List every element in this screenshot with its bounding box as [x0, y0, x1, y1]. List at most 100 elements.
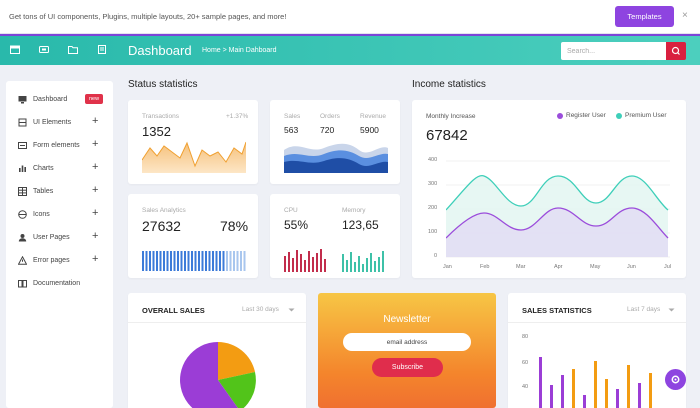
cpu-memory-card: CPU Memory 55% 123,65	[270, 194, 400, 278]
plus-icon[interactable]: +	[92, 253, 99, 265]
revenue-value: 5900	[360, 125, 379, 135]
plus-icon[interactable]: +	[92, 115, 99, 127]
sales-statistics-period[interactable]: Last 7 days	[627, 306, 661, 313]
settings-fab[interactable]	[665, 369, 686, 390]
sales-statistics-bar-chart	[539, 357, 652, 408]
sales-analytics-label: Sales Analytics	[142, 207, 186, 214]
transactions-value: 1352	[142, 124, 171, 139]
y-tick: 80	[522, 334, 529, 340]
form-icon	[18, 142, 27, 149]
sidebar-item-label: Documentation	[33, 280, 81, 287]
sales-value: 563	[284, 125, 299, 135]
y-tick: 300	[428, 181, 438, 187]
sidebar-item-error-pages[interactable]: Error pages +	[6, 252, 113, 270]
chevron-down-icon[interactable]	[288, 307, 295, 313]
overall-sales-title: OVERALL SALES	[142, 306, 205, 315]
x-tick: Jul	[664, 264, 672, 270]
sidebar-item-label: Charts	[33, 165, 54, 172]
transactions-label: Transactions	[142, 113, 179, 120]
user-icon	[18, 234, 27, 242]
sidebar: Dashboard new UI Elements + Form element…	[6, 81, 113, 408]
close-icon[interactable]: ×	[682, 10, 688, 21]
page-title: Dashboard	[128, 43, 192, 58]
legend-dot-register	[557, 113, 563, 119]
monitor-icon	[18, 96, 27, 104]
x-tick: Mar	[516, 264, 526, 270]
plus-icon[interactable]: +	[92, 138, 99, 150]
sidebar-item-tables[interactable]: Tables +	[6, 183, 113, 201]
x-tick: Apr	[554, 264, 563, 270]
transactions-card: Transactions +1.37% 1352	[128, 100, 258, 184]
templates-button[interactable]: Templates	[615, 6, 674, 27]
cpu-value: 55%	[284, 218, 309, 232]
income-line-chart	[446, 160, 670, 258]
sales-statistics-card: SALES STATISTICS Last 7 days 80 60 40	[508, 293, 686, 408]
layers-icon	[18, 118, 27, 127]
sidebar-item-label: User Pages	[33, 234, 70, 241]
x-tick: Feb	[480, 264, 490, 270]
divider	[508, 322, 686, 323]
sidebar-item-label: UI Elements	[33, 119, 72, 126]
sidebar-item-ui-elements[interactable]: UI Elements +	[6, 114, 113, 132]
overall-sales-period[interactable]: Last 30 days	[242, 306, 279, 313]
sidebar-item-label: Dashboard	[33, 96, 68, 103]
monthly-increase-label: Monthly Increase	[426, 113, 476, 120]
transactions-area-chart	[142, 141, 246, 173]
calendar-icon[interactable]	[10, 45, 20, 54]
sales-statistics-title: SALES STATISTICS	[522, 306, 592, 315]
cpu-memory-bar-chart	[284, 249, 384, 272]
transactions-change: +1.37%	[226, 113, 249, 120]
document-icon[interactable]	[97, 45, 107, 54]
plus-icon[interactable]: +	[92, 207, 99, 219]
legend-dot-premium	[616, 113, 622, 119]
plus-icon[interactable]: +	[92, 230, 99, 242]
x-tick: Jun	[627, 264, 636, 270]
y-tick: 400	[428, 157, 438, 163]
plus-icon[interactable]: +	[92, 184, 99, 196]
promo-text: Get tons of UI components, Plugins, mult…	[9, 12, 287, 21]
legend-register-user[interactable]: Register User	[566, 112, 606, 119]
newsletter-title: Newsletter	[383, 314, 431, 325]
newsletter-card: Newsletter Subscribe	[318, 293, 496, 408]
sidebar-item-user-pages[interactable]: User Pages +	[6, 229, 113, 247]
sidebar-item-label: Form elements	[33, 142, 80, 149]
breadcrumb[interactable]: Home > Main Dahboard	[202, 47, 277, 54]
sales-analytics-bar-chart	[142, 251, 246, 271]
sidebar-item-label: Error pages	[33, 257, 70, 264]
x-tick: Jan	[443, 264, 452, 270]
income-statistics-title: Income statistics	[412, 79, 486, 90]
sales-orders-card: Sales Orders Revenue 563 720 5900	[270, 100, 400, 184]
y-tick: 0	[434, 253, 438, 259]
globe-icon	[18, 210, 27, 219]
new-badge: new	[85, 94, 104, 104]
chevron-down-icon[interactable]	[668, 307, 675, 313]
sidebar-item-label: Tables	[33, 188, 54, 195]
book-icon	[18, 280, 27, 288]
plus-icon[interactable]: +	[92, 161, 99, 173]
divider	[128, 322, 306, 323]
sales-analytics-percent: 78%	[220, 218, 249, 234]
sidebar-item-dashboard[interactable]: Dashboard new	[6, 91, 113, 109]
memory-value: 123,65	[342, 218, 379, 232]
overall-sales-pie-chart	[180, 342, 256, 408]
sales-analytics-value: 27632	[142, 218, 181, 234]
sidebar-item-documentation[interactable]: Documentation	[6, 275, 113, 293]
search-button[interactable]	[666, 42, 686, 60]
search-input[interactable]	[561, 42, 666, 60]
y-tick: 200	[428, 205, 438, 211]
sales-label: Sales	[284, 113, 301, 120]
search-icon	[671, 46, 680, 55]
email-field[interactable]	[343, 333, 471, 351]
revenue-label: Revenue	[360, 113, 387, 120]
promo-bar: Get tons of UI components, Plugins, mult…	[0, 0, 700, 34]
sidebar-item-form-elements[interactable]: Form elements +	[6, 137, 113, 155]
folder-icon[interactable]	[68, 45, 78, 54]
video-icon[interactable]	[39, 45, 49, 54]
orders-label: Orders	[320, 113, 340, 120]
sidebar-item-icons[interactable]: Icons +	[6, 206, 113, 224]
sidebar-item-charts[interactable]: Charts +	[6, 160, 113, 178]
top-bar: Dashboard Home > Main Dahboard	[0, 34, 700, 65]
subscribe-button[interactable]: Subscribe	[372, 358, 443, 377]
cpu-label: CPU	[284, 207, 298, 214]
legend-premium-user[interactable]: Premium User	[625, 112, 667, 119]
